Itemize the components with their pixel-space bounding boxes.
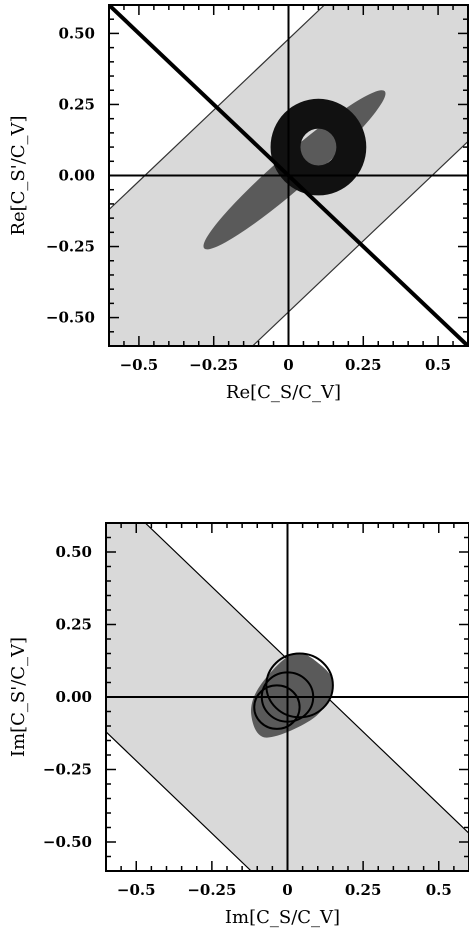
chart-bottom-x-tick-label: 0.5 xyxy=(426,881,452,899)
chart-bottom-y-axis-label: Im[C_S'/C_V] xyxy=(8,637,29,757)
chart-bottom-y-tick-label: 0.50 xyxy=(55,543,92,561)
chart-top-y-tick-label: 0.25 xyxy=(58,95,95,113)
chart-bottom-y-tick-label: −0.50 xyxy=(43,833,92,851)
chart-bottom-ticks: −0.5 −0.25 0 0.25 0.5 0.50 0.25 0.00 −0.25 −0.50 xyxy=(43,523,469,899)
chart-bottom-x-tick-label: 0.25 xyxy=(345,881,382,899)
chart-top: −0.5 −0.25 0 0.25 0.50.500.250.00−0.25−0.50 … xyxy=(8,4,469,403)
chart-top-y-tick-label: 0.50 xyxy=(58,24,95,42)
chart-top-ticks: −0.5 −0.25 0 0.25 0.5 0.50 0.25 0.00 −0.25 −0.50 xyxy=(46,5,468,374)
chart-bottom-y-tick-label: 0.00 xyxy=(55,688,92,706)
chart-bottom-x-tick-label: −0.25 xyxy=(187,881,236,899)
chart-bottom-reference-lines xyxy=(106,523,469,871)
chart-bottom-x-axis-label: Im[C_S/C_V] xyxy=(225,907,340,928)
chart-top-x-tick-label: 0.5 xyxy=(425,356,451,374)
chart-top-diagonal-line xyxy=(109,5,468,346)
chart-top-x-tick-label: −0.25 xyxy=(189,356,238,374)
chart-bottom-x-tick-label: 0 xyxy=(282,881,292,899)
chart-top-y-tick-label: −0.25 xyxy=(46,238,95,256)
chart-bottom-circles-2-circle-0 xyxy=(265,652,334,719)
chart-top-x-tick-label: 0.25 xyxy=(345,356,382,374)
chart-bottom-y-tick-label: −0.25 xyxy=(43,761,92,779)
chart-bottom-circles-2-circle-2 xyxy=(253,684,301,730)
chart-top-y-axis-label: Re[C_S'/C_V] xyxy=(8,115,29,235)
chart-top-y-tick-label: −0.50 xyxy=(46,309,95,327)
chart-top-reference-lines xyxy=(109,5,468,346)
chart-top-x-axis-label: Re[C_S/C_V] xyxy=(226,382,341,403)
chart-top-x-tick-label: −0.5 xyxy=(120,356,159,374)
chart-top-x-tick-label: 0 xyxy=(283,356,293,374)
chart-top-ring-2 xyxy=(270,98,367,196)
chart-top-y-tick-label: 0.00 xyxy=(58,167,95,185)
chart-bottom-x-tick-label: −0.5 xyxy=(117,881,156,899)
chart-bottom-y-tick-label: 0.25 xyxy=(55,616,92,634)
chart-bottom: −0.5 −0.25 0 0.25 0.50.500.250.00−0.25−0.50 … xyxy=(8,522,469,928)
